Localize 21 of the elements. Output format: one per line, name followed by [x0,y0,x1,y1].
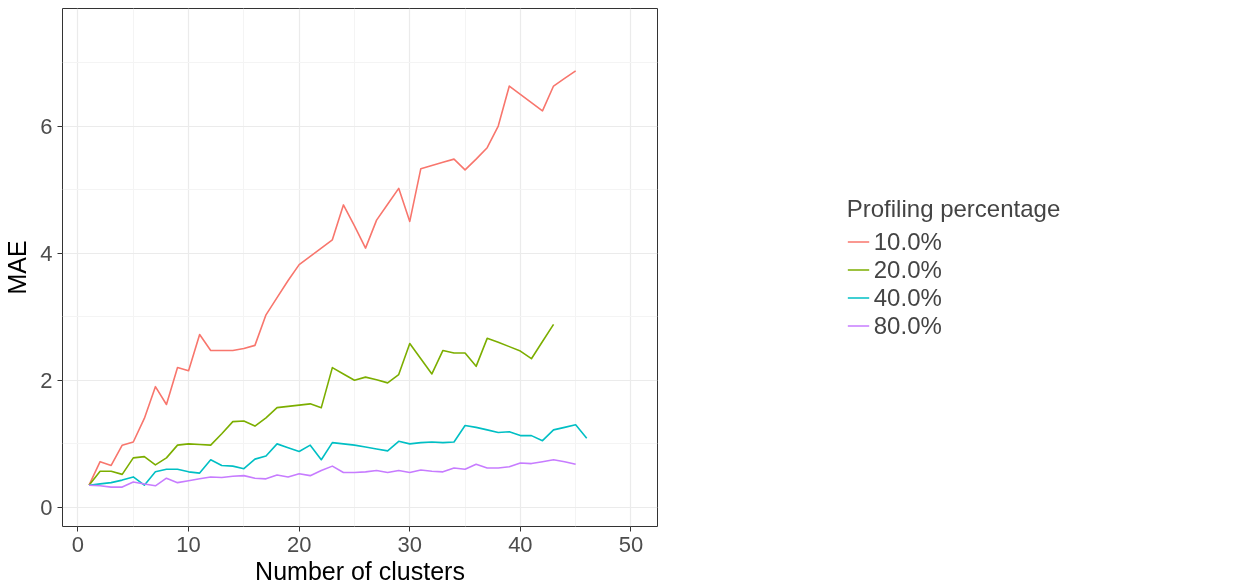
legend-title: Profiling percentage [846,194,1061,223]
y-tick-label: 6 [40,113,53,139]
x-tick-label: 10 [176,531,201,557]
x-tick-label: 40 [508,531,533,557]
x-tick-label: 20 [286,531,312,557]
x-axis-title: Number of clusters [255,556,465,585]
line-series [88,323,555,486]
legend-label: 20.0% [873,255,942,284]
y-axis-title: MAE [3,240,32,295]
x-tick-label: 50 [618,531,644,557]
y-tick-label: 2 [40,367,53,393]
legend-label: 80.0% [873,311,942,340]
line-series [88,424,588,486]
x-tick-label: 30 [397,531,423,557]
x-tick-label: 0 [71,531,85,557]
line-series [88,458,577,488]
legend-label: 10.0% [873,227,942,256]
line-series [88,69,577,486]
legend-label: 40.0% [873,283,942,312]
y-tick-label: 0 [40,494,53,520]
y-tick-label: 4 [40,240,53,266]
